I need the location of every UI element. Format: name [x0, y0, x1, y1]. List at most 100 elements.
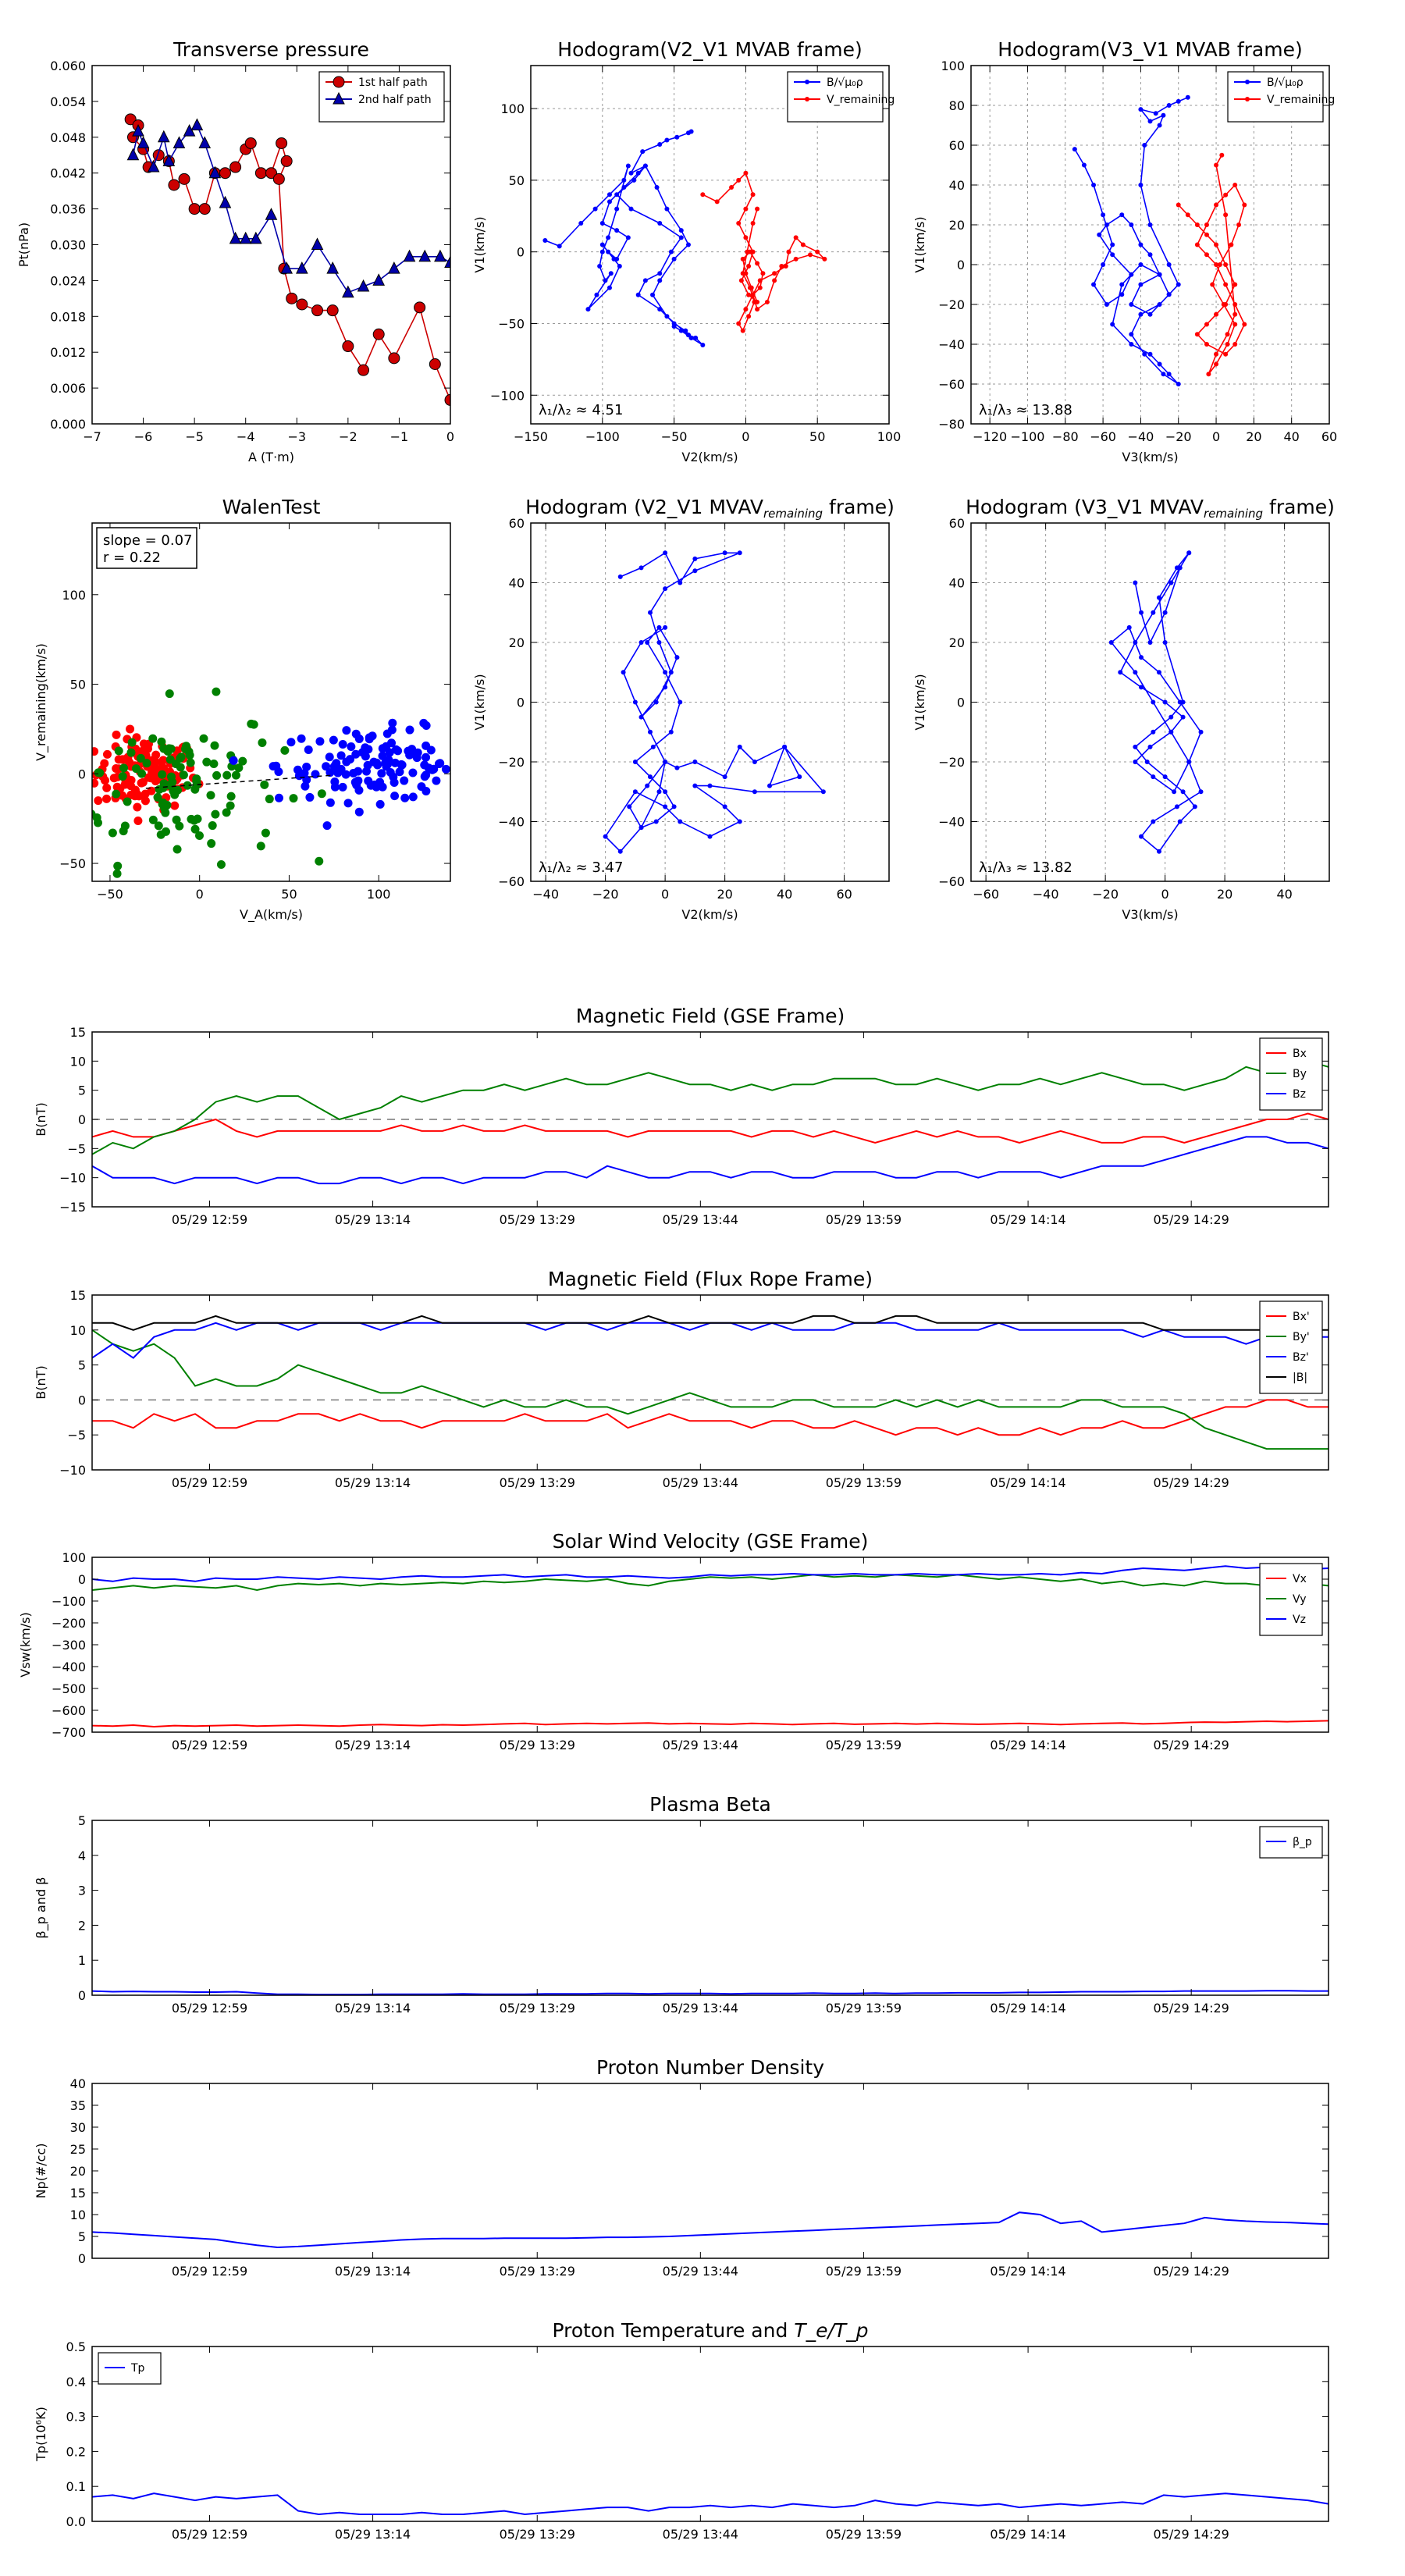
- chart-title-end: frame): [1263, 496, 1335, 518]
- data-point: [755, 261, 760, 266]
- data-point: [627, 804, 632, 809]
- data-point: [617, 849, 623, 854]
- scatter-point: [397, 760, 407, 770]
- data-point: [650, 292, 656, 297]
- chart-title-text: Solar Wind Velocity (GSE Frame): [553, 1530, 869, 1553]
- data-point: [1142, 351, 1147, 357]
- scatter-point: [93, 818, 102, 827]
- scatter-point: [322, 821, 332, 831]
- data-point: [743, 235, 749, 240]
- data-point: [1156, 849, 1161, 854]
- chart-walen: WalenTest −50 0 50 100 −50 0 50 100 V_A(km/s) V_re…: [34, 496, 451, 923]
- series-line-β_p: [91, 1990, 1329, 1996]
- x-tick-label: 05/29 13:14: [335, 1212, 411, 1227]
- data-point: [244, 137, 257, 149]
- data-point: [137, 136, 150, 148]
- scatter-point: [102, 749, 112, 759]
- chart-title: Proton Temperature and T_e/T_p: [552, 2319, 868, 2342]
- data-point: [286, 292, 298, 304]
- data-point: [653, 819, 659, 824]
- data-layer: [1108, 550, 1204, 854]
- data-point: [1221, 302, 1226, 307]
- y-tick-label: 40: [509, 576, 525, 591]
- scatter-point: [363, 760, 372, 770]
- legend-box: [1227, 71, 1324, 123]
- data-point: [653, 699, 659, 705]
- series-line-0: [545, 130, 703, 346]
- data-point: [1166, 372, 1172, 377]
- data-point: [1204, 252, 1209, 258]
- data-point: [752, 789, 757, 795]
- scatter-point: [72, 732, 80, 741]
- data-point: [1133, 670, 1138, 675]
- data-point: [265, 208, 278, 220]
- scatter-point: [342, 726, 351, 735]
- y-axis-label: V1(km/s): [472, 674, 487, 730]
- legend-marker: [805, 80, 809, 84]
- scatter-point: [136, 753, 145, 763]
- data-point: [219, 167, 231, 180]
- x-tick-label: 05/29 13:44: [663, 2001, 738, 2016]
- x-tick-label: 50: [281, 887, 297, 902]
- scatter-point: [229, 756, 238, 765]
- scatter-point: [92, 747, 99, 756]
- y-tick-label: −60: [498, 874, 525, 889]
- x-tick-label: 20: [1217, 887, 1232, 902]
- data-point: [1129, 222, 1134, 227]
- x-tick-label: 0: [1212, 429, 1220, 444]
- legend-marker: [333, 76, 345, 88]
- data-point: [1223, 212, 1229, 218]
- y-tick-label: −50: [59, 856, 86, 871]
- data-point: [1101, 212, 1106, 218]
- data-point: [126, 148, 140, 161]
- data-point: [342, 340, 354, 353]
- data-point: [700, 192, 706, 197]
- x-tick-label: 100: [877, 429, 902, 444]
- legend-label: 2nd half path: [358, 94, 432, 106]
- y-tick-label: 0.3: [66, 2410, 86, 2425]
- scatter-point: [234, 763, 244, 773]
- chart-title-text: Hodogram (V2_V1 MVAV: [525, 496, 763, 518]
- data-point: [1204, 322, 1209, 327]
- data-point: [657, 141, 663, 147]
- data-point: [1157, 272, 1162, 277]
- y-tick-label: −50: [498, 316, 525, 331]
- scatter-point: [247, 719, 256, 728]
- data-point: [1180, 699, 1186, 705]
- x-tick-label: 05/29 13:14: [335, 1475, 411, 1490]
- data-point: [663, 550, 668, 556]
- data-point: [1162, 699, 1168, 705]
- data-point: [276, 137, 288, 149]
- data-point: [657, 271, 663, 276]
- data-point: [822, 256, 827, 262]
- scatter-point: [158, 756, 168, 765]
- y-tick-label: −5: [67, 1141, 86, 1156]
- chart-h31: Hodogram(V3_V1 MVAB frame) −120 −100 −80 −60…: [912, 38, 1337, 464]
- data-point: [1176, 98, 1181, 104]
- scatter-point: [102, 783, 112, 792]
- stats-text: slope = 0.07: [103, 532, 193, 549]
- y-tick-label: 4: [78, 1848, 86, 1863]
- data-point: [656, 640, 662, 645]
- x-axis-label: V3(km/s): [1122, 907, 1178, 922]
- scatter-point: [372, 758, 381, 767]
- chart-tp: Proton Temperature and T_e/T_p 0.0 0.1 0.2 0…: [34, 2319, 1329, 2542]
- data-point: [190, 118, 204, 130]
- scatter-point: [190, 824, 200, 834]
- data-point: [617, 264, 622, 269]
- data-point: [683, 328, 688, 333]
- scatter-point: [408, 768, 418, 777]
- series-line-Tp: [91, 2492, 1329, 2516]
- data-point: [678, 580, 683, 585]
- plot-frame: [530, 65, 890, 425]
- data-point: [1138, 107, 1144, 112]
- scatter-point: [265, 795, 274, 804]
- data-point: [693, 335, 699, 340]
- data-point: [614, 192, 620, 197]
- x-tick-label: −7: [83, 429, 101, 444]
- x-tick-label: −150: [514, 429, 548, 444]
- data-point: [152, 149, 165, 162]
- data-point: [614, 228, 620, 233]
- y-tick-label: 100: [62, 1550, 86, 1565]
